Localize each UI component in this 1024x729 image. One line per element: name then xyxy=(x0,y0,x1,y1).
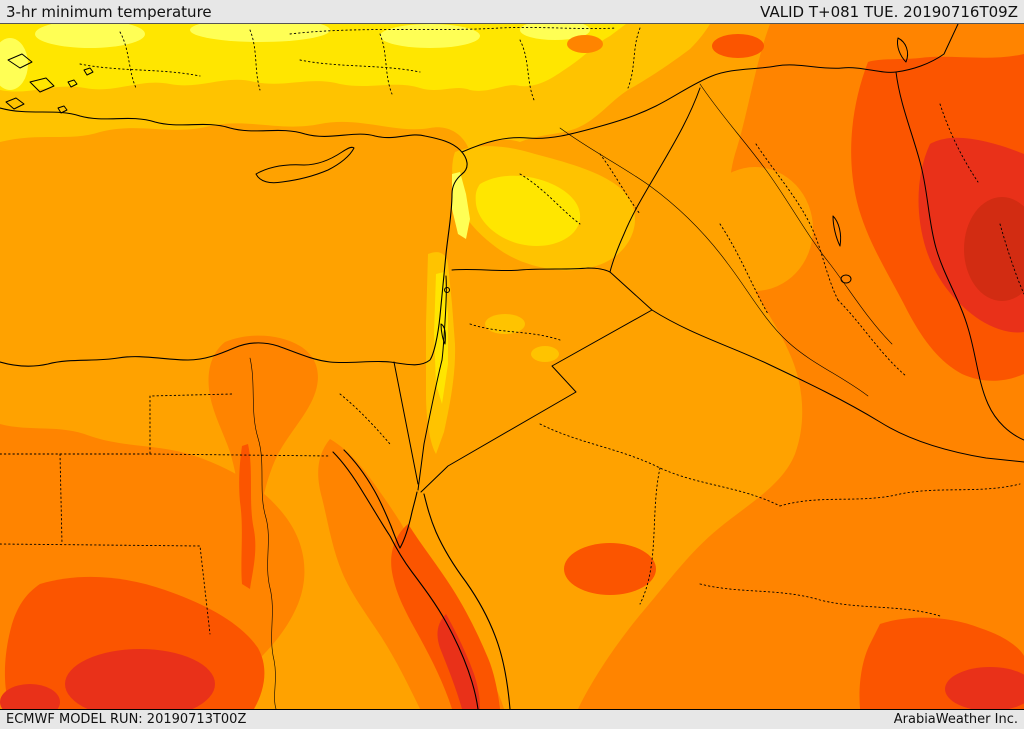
north-saudi-red-patch xyxy=(564,543,656,595)
iran-admin-boundaries xyxy=(939,103,1024,295)
syria-iraq-border xyxy=(609,87,701,273)
footer-bar: ECMWF MODEL RUN: 20190713T00Z ArabiaWeat… xyxy=(0,709,1024,729)
nile-river xyxy=(249,357,277,709)
nile-valley-red-streak xyxy=(239,444,256,589)
red-sea-arabian-shore xyxy=(423,493,511,709)
egypt-admin-boundaries xyxy=(0,393,391,635)
bright-yellow-patch xyxy=(380,24,480,48)
tigris-river xyxy=(699,83,893,345)
syria-yellow-core xyxy=(475,175,581,246)
map-canvas xyxy=(0,24,1024,709)
central-iraq-lighter-patch xyxy=(697,167,813,291)
lebanon-mountains-bright-strip xyxy=(452,172,470,239)
red-sea-red-core xyxy=(437,614,480,709)
header-bar: 3-hr minimum temperature VALID T+081 TUE… xyxy=(0,0,1024,24)
model-run-label: ECMWF MODEL RUN: 20190713T00Z xyxy=(6,712,247,727)
cyprus-island xyxy=(255,146,355,184)
se-turkey-hot-spot xyxy=(712,34,764,58)
euphrates-river xyxy=(559,127,869,397)
iraq-saudi-border xyxy=(651,309,1024,463)
south-egypt-red-core xyxy=(0,684,60,709)
jordan-saudi-zigzag-border xyxy=(420,271,653,493)
map-title: 3-hr minimum temperature xyxy=(6,2,212,21)
nw-saudi-amber-patch xyxy=(485,314,525,334)
red-sea-african-shore xyxy=(332,451,479,709)
turkey-admin-boundaries xyxy=(79,26,641,101)
nw-saudi-amber-patch xyxy=(531,346,559,362)
lake-tharthar xyxy=(832,215,842,247)
lake-urmia xyxy=(897,37,909,63)
valid-time-label: VALID T+081 TUE. 20190716T09Z xyxy=(760,2,1018,21)
aegean-islands xyxy=(5,53,94,114)
nile-delta-valley-dark-streak xyxy=(208,335,318,589)
saudi-admin-boundaries xyxy=(469,323,1021,617)
sinai-and-aqaba-shore xyxy=(343,449,418,549)
dead-sea xyxy=(440,323,446,345)
bright-yellow-patch xyxy=(35,24,145,48)
sea-of-galilee xyxy=(444,287,450,293)
israel-egypt-border xyxy=(393,361,419,485)
brand-label: ArabiaWeather Inc. xyxy=(893,712,1018,727)
israel-jordan-arava-border xyxy=(417,359,443,491)
east-deep-red-core xyxy=(964,197,1024,301)
temperature-contour-map xyxy=(0,24,1024,709)
iraq-iran-border xyxy=(895,71,1024,441)
jordan-highlands-yellow-core xyxy=(434,272,448,404)
syria-jordan-border xyxy=(451,267,611,273)
jordan-river-border xyxy=(441,275,447,361)
southeast-red-core xyxy=(945,667,1024,709)
south-egypt-red-core xyxy=(65,649,215,709)
iraq-admin-boundaries xyxy=(719,143,907,377)
bright-yellow-patch xyxy=(190,24,330,42)
syria-admin-boundaries xyxy=(519,153,641,225)
bright-yellow-patch xyxy=(520,24,590,40)
mediterranean-coastline xyxy=(0,107,468,367)
turkey-southern-border xyxy=(461,24,959,153)
gaziantep-warm-spot xyxy=(567,35,603,53)
